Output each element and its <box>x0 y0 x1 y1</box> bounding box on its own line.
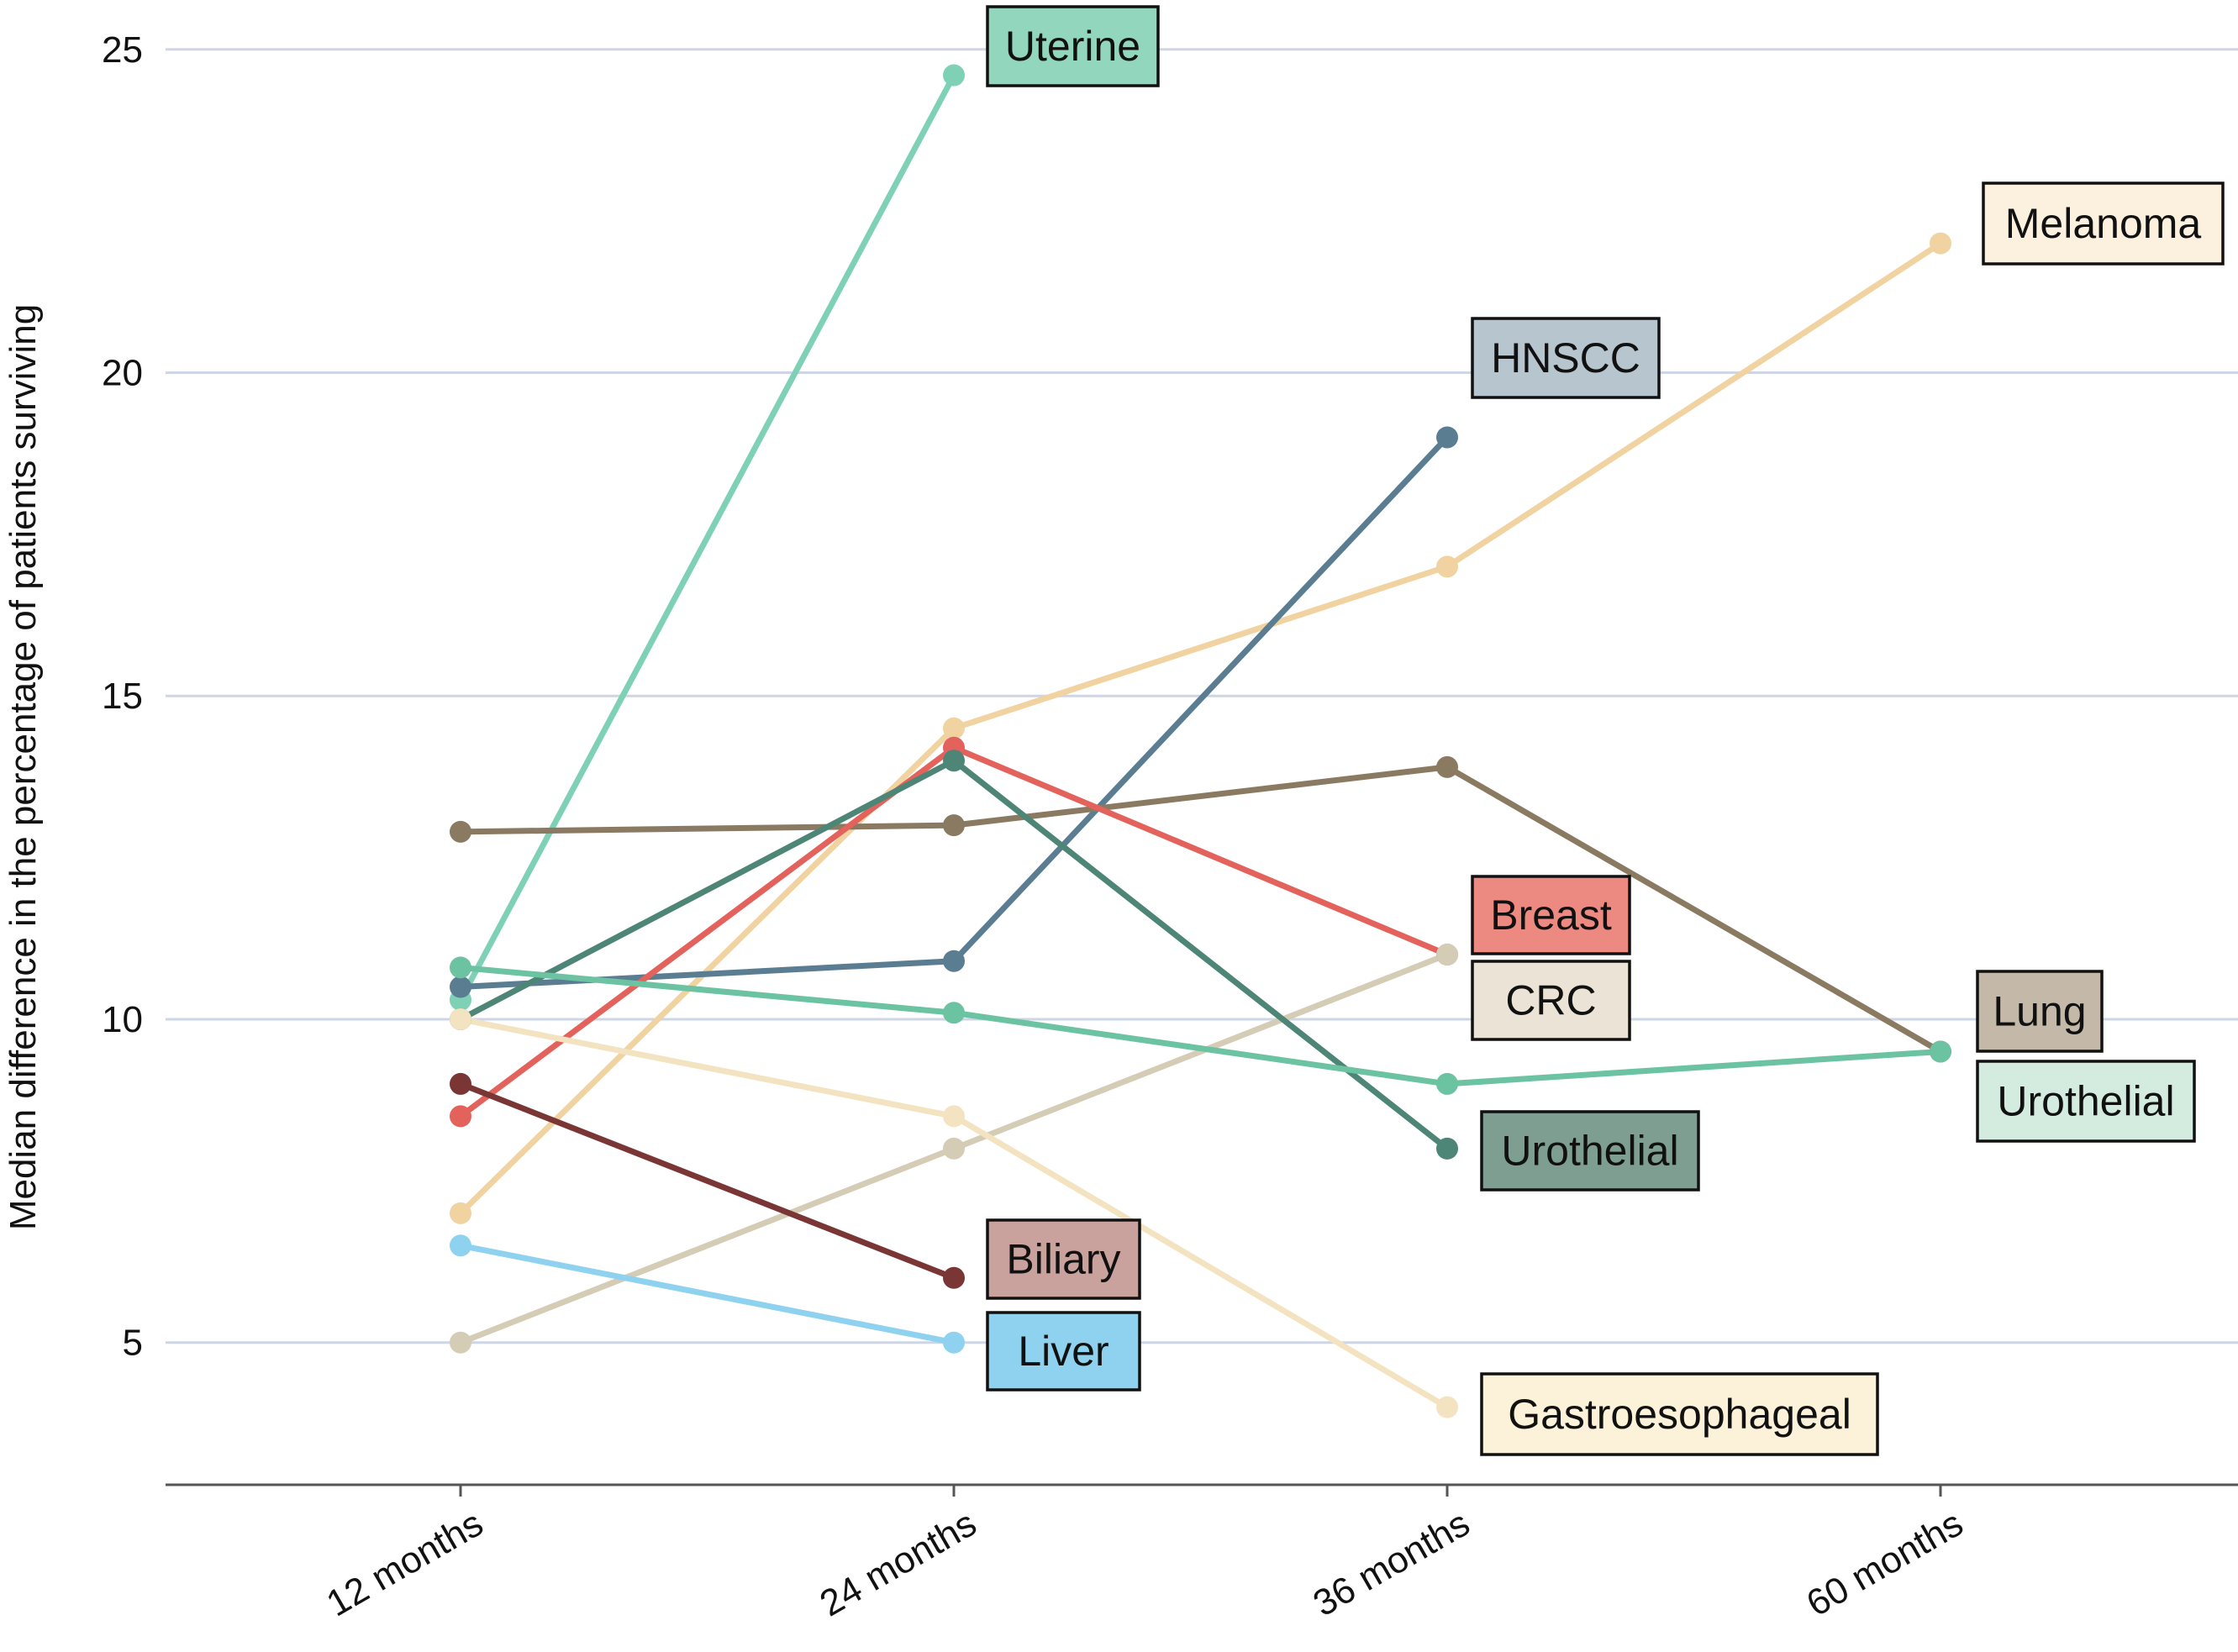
series-label-box <box>1480 1110 1700 1192</box>
data-point-crc-12-months <box>450 1331 471 1354</box>
y-tick-label-5: 5 <box>123 1323 143 1364</box>
data-point-uterine-24-months <box>943 64 965 87</box>
series-label-box <box>986 5 1160 87</box>
data-point-hnscc-12-months <box>450 976 471 998</box>
series-label-box <box>1976 970 2104 1053</box>
series-label-text: CRC <box>1505 977 1596 1024</box>
data-point-gastroesophageal-12-months <box>450 1008 471 1030</box>
series-points <box>450 64 1951 1418</box>
data-point-melanoma-24-months <box>943 717 965 739</box>
series-lines <box>457 72 1944 1411</box>
data-point-hnscc-24-months <box>943 950 965 972</box>
data-point-urothelial-12-months <box>450 956 471 979</box>
series-line-hnscc-2 <box>457 434 1451 991</box>
series-label-text: Urothelial <box>1997 1078 2174 1125</box>
data-point-melanoma-36-months <box>1436 555 1458 578</box>
data-point-crc-24-months <box>943 1137 965 1160</box>
series-label-box <box>1471 960 1631 1041</box>
data-point-melanoma-60-months <box>1930 232 1951 255</box>
series-label-box <box>986 1311 1141 1392</box>
series-label-box <box>1471 875 1631 955</box>
series-label-text: Urothelial <box>1501 1128 1678 1175</box>
data-point-melanoma-12-months <box>450 1202 471 1224</box>
x-tick-label-36-months: 36 months <box>1307 1502 1477 1624</box>
series-label-text: HNSCC <box>1491 334 1640 381</box>
series-line-liver-9 <box>457 1242 957 1346</box>
series-label-urothelial-6: Urothelial <box>1976 1060 2196 1143</box>
series-line-lung-3 <box>457 764 1944 1055</box>
data-point-breast-12-months <box>450 1105 471 1128</box>
data-point-lung-36-months <box>1436 755 1458 778</box>
series-label-gastroesophageal-10: Gastroesophageal <box>1480 1372 1879 1456</box>
series-label-text: Uterine <box>1005 23 1140 70</box>
x-tick-label-12-months: 12 months <box>320 1502 490 1624</box>
series-label-box <box>1471 317 1661 399</box>
y-tick-label-15: 15 <box>102 676 143 717</box>
data-point-urothelial-24-months <box>943 1002 965 1024</box>
data-point-urothelial-24-months <box>943 750 965 772</box>
data-point-lung-12-months <box>450 820 471 843</box>
y-tick-label-20: 20 <box>102 353 143 394</box>
data-point-liver-24-months <box>943 1331 965 1354</box>
data-point-biliary-24-months <box>943 1266 965 1289</box>
series-label-liver-9: Liver <box>986 1311 1141 1392</box>
series-label-uterine-0: Uterine <box>986 5 1160 87</box>
series-label-crc-4: CRC <box>1471 960 1631 1041</box>
series-label-biliary-8: Biliary <box>986 1218 1141 1300</box>
data-point-crc-36-months <box>1436 944 1458 966</box>
series-label-box <box>1982 182 2225 266</box>
series-label-text: Liver <box>1018 1328 1108 1375</box>
data-point-hnscc-36-months <box>1436 426 1458 449</box>
data-point-urothelial-60-months <box>1930 1040 1951 1063</box>
series-label-box <box>986 1218 1141 1300</box>
series-label-urothelial-7: Urothelial <box>1480 1110 1700 1192</box>
series-label-text: Lung <box>1993 988 2086 1035</box>
data-point-gastroesophageal-24-months <box>943 1105 965 1128</box>
series-labels: Uterine Melanoma HNSCC Breast CRC Lung Urothel… <box>986 5 2225 1456</box>
series-label-hnscc-2: HNSCC <box>1471 317 1661 399</box>
series-label-breast-3: Breast <box>1471 875 1631 955</box>
series-label-lung-5: Lung <box>1976 970 2104 1053</box>
x-tick-label-60-months: 60 months <box>1800 1502 1970 1624</box>
data-point-liver-12-months <box>450 1234 471 1257</box>
y-tick-label-10: 10 <box>102 999 143 1040</box>
series-label-box <box>1480 1372 1879 1456</box>
data-point-biliary-12-months <box>450 1072 471 1095</box>
series-label-melanoma-1: Melanoma <box>1982 182 2225 266</box>
series-label-text: Biliary <box>1006 1236 1120 1283</box>
series-line-biliary-8 <box>457 1081 957 1281</box>
series-label-box <box>1976 1060 2196 1143</box>
data-point-urothelial-36-months <box>1436 1137 1458 1160</box>
y-tick-label-25: 25 <box>102 29 143 71</box>
x-tick-label-24-months: 24 months <box>814 1502 983 1624</box>
data-point-gastroesophageal-36-months <box>1436 1396 1458 1418</box>
y-axis-label: Median difference in the percentage of p… <box>3 304 44 1230</box>
series-label-text: Gastroesophageal <box>1508 1391 1851 1438</box>
data-point-lung-24-months <box>943 814 965 837</box>
series-line-uterine-0 <box>457 72 957 1003</box>
series-label-text: Breast <box>1490 892 1612 939</box>
data-point-urothelial-36-months <box>1436 1072 1458 1095</box>
series-label-text: Melanoma <box>2005 200 2202 247</box>
series-line-melanoma-1 <box>457 240 1944 1217</box>
series-line-urothelial-7 <box>457 964 1944 1087</box>
